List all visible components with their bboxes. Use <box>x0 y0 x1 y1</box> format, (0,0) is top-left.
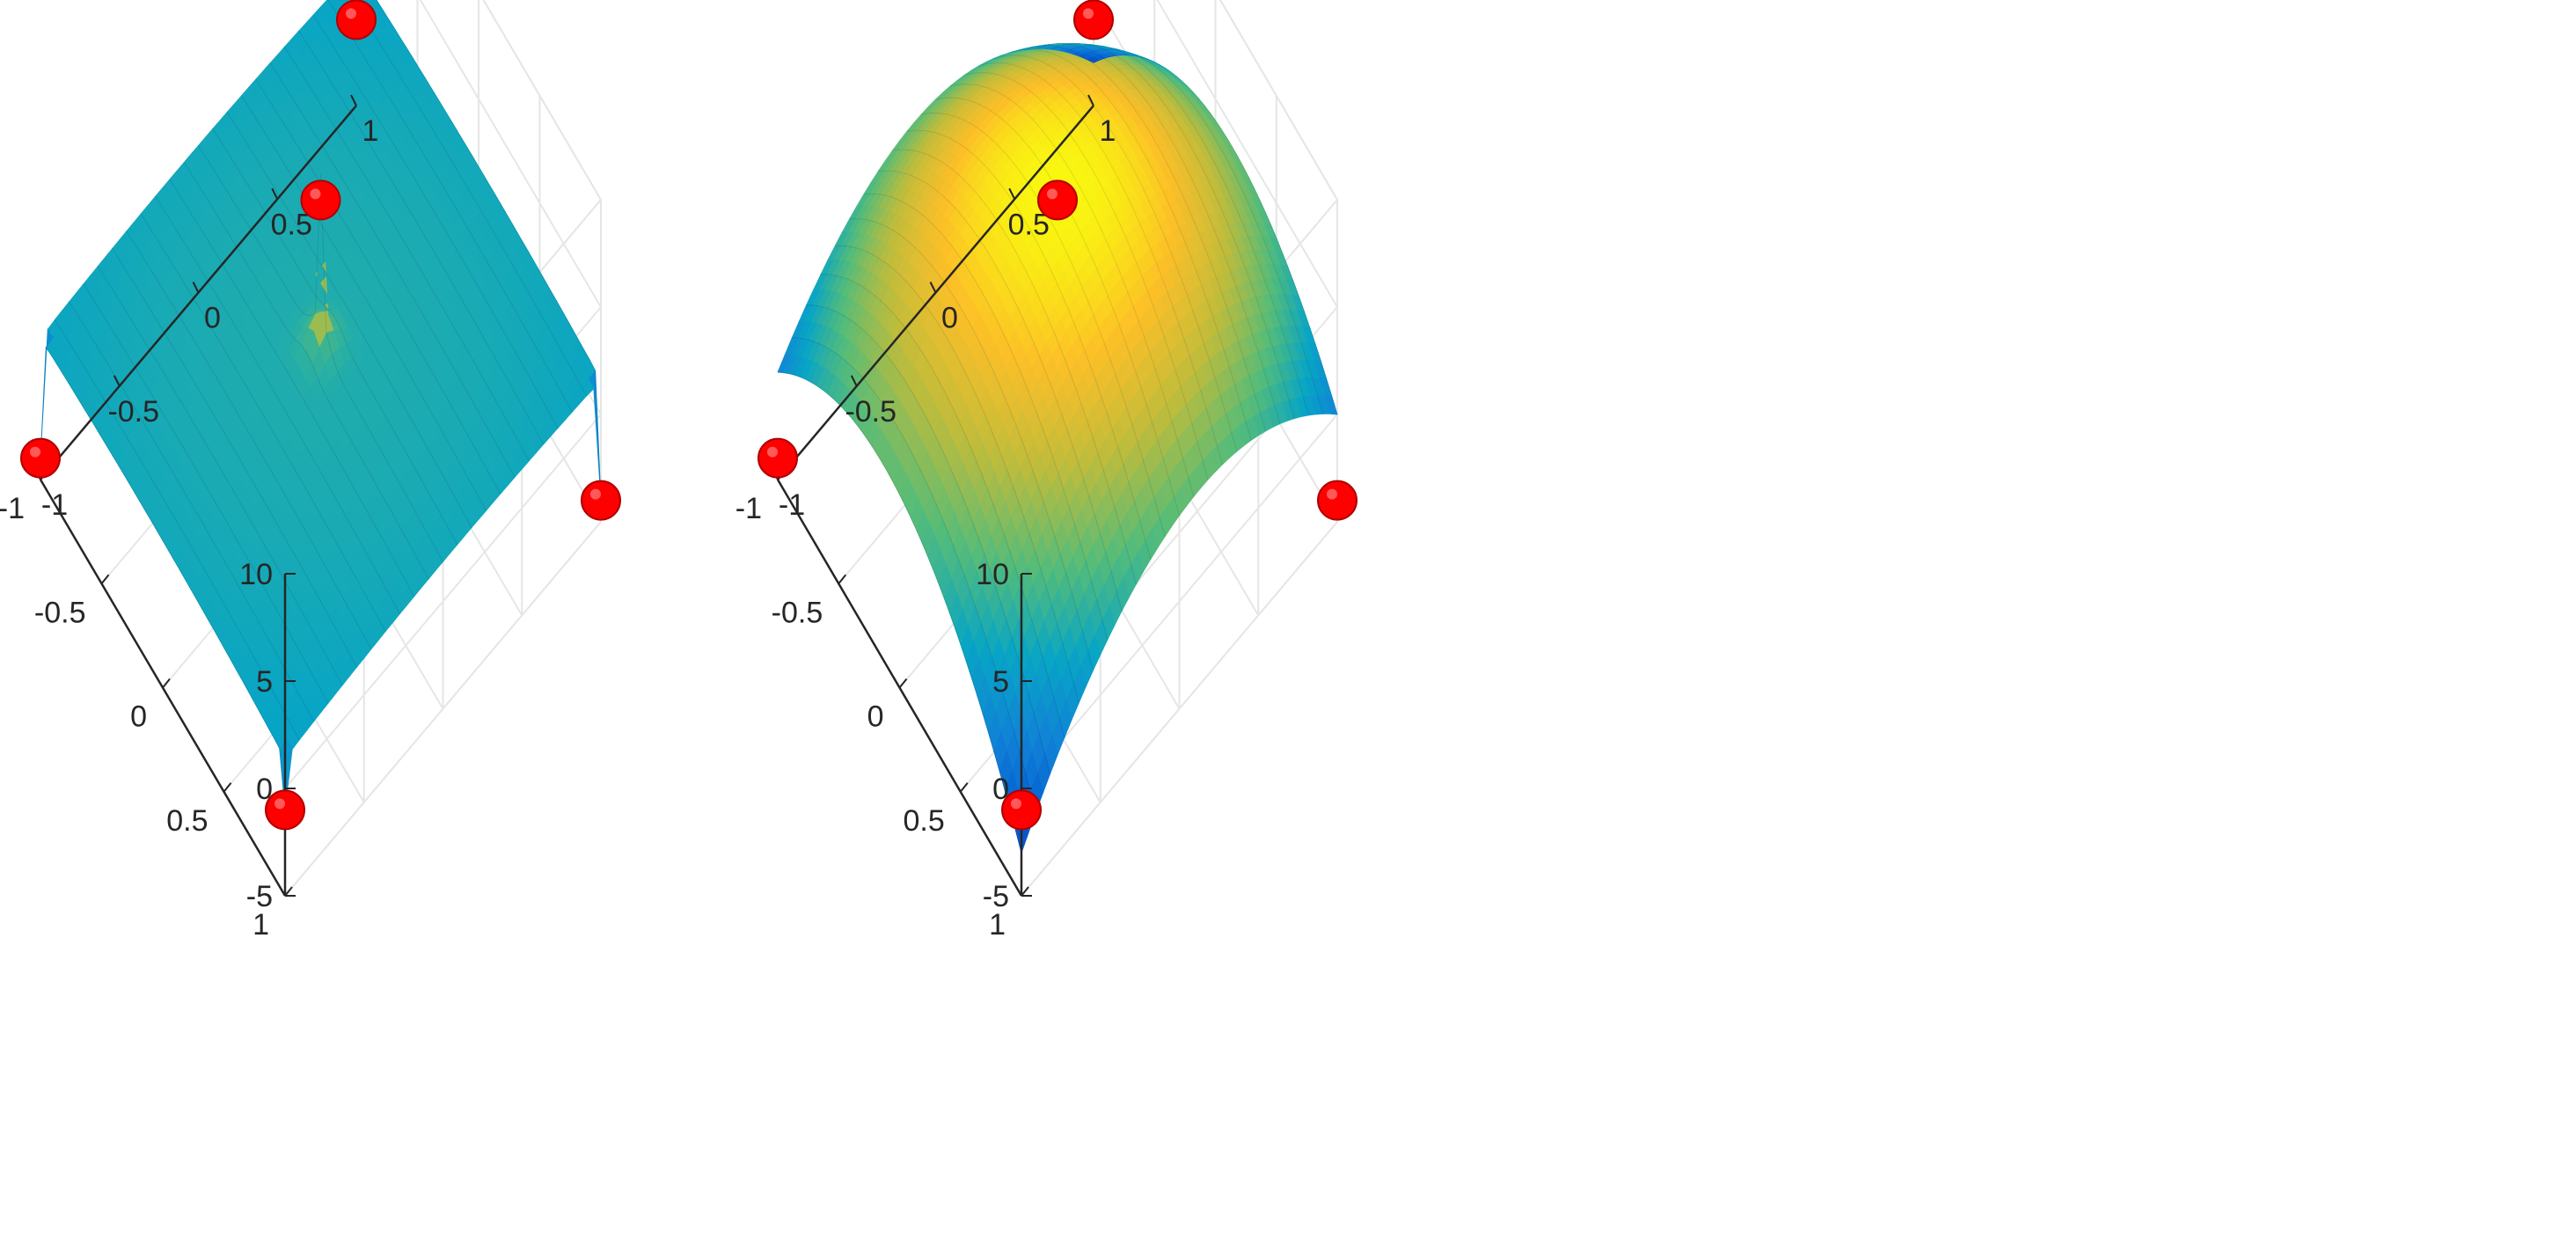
z-tick-label: 10 <box>976 558 1009 591</box>
data-point-highlight <box>1327 488 1337 500</box>
data-point-highlight <box>346 8 356 19</box>
data-point-highlight <box>767 446 778 458</box>
y-tick-mark <box>898 678 908 689</box>
data-point <box>1317 480 1358 521</box>
y-tick-label: 0 <box>130 700 147 734</box>
y-tick-label: 0.5 <box>166 804 208 838</box>
x-tick-label: 0 <box>941 302 958 335</box>
data-point <box>265 789 305 831</box>
data-point-highlight <box>274 798 285 810</box>
data-point-highlight <box>1011 798 1021 810</box>
y-tick-mark <box>100 574 110 584</box>
data-point <box>336 0 377 40</box>
y-tick-label: 0.5 <box>903 804 944 838</box>
y-tick-label: -1 <box>0 492 25 525</box>
grid-line <box>284 414 602 789</box>
y-tick-mark <box>223 782 232 793</box>
data-point-highlight <box>310 188 321 200</box>
x-tick-label: 1 <box>1100 114 1116 148</box>
x-tick-label: -0.5 <box>845 395 896 429</box>
data-point <box>1073 0 1114 40</box>
data-point <box>20 437 61 479</box>
data-point <box>300 180 341 221</box>
data-point <box>581 480 621 521</box>
y-tick-mark <box>162 678 171 689</box>
y-tick-label: -0.5 <box>772 596 823 629</box>
data-point <box>1037 180 1078 221</box>
z-tick-label: 10 <box>239 558 273 591</box>
data-point-highlight <box>1083 8 1094 19</box>
grid-line <box>482 0 602 201</box>
y-tick-mark <box>959 782 969 793</box>
data-point <box>1001 789 1042 831</box>
y-tick-label: -0.5 <box>34 596 86 629</box>
y-tick-label: -1 <box>735 492 762 525</box>
data-point-highlight <box>1047 188 1057 200</box>
grid-line <box>419 0 602 308</box>
y-tick-mark <box>838 574 847 584</box>
x-tick-label: -0.5 <box>107 395 159 429</box>
z-tick-label: 5 <box>256 665 273 699</box>
surface-patch <box>363 0 369 4</box>
data-point-highlight <box>30 446 40 458</box>
y-tick-label: 0 <box>867 700 884 734</box>
grid-line <box>284 521 602 897</box>
z-tick-label: 5 <box>992 665 1009 699</box>
z-tick-label: -5 <box>983 880 1009 913</box>
data-point <box>757 437 798 479</box>
x-tick-label: 0 <box>204 302 221 335</box>
data-point-highlight <box>590 488 601 500</box>
x-tick-label: -1 <box>41 488 68 522</box>
z-tick-label: -5 <box>246 880 273 913</box>
x-tick-label: -1 <box>779 488 805 522</box>
x-tick-label: 1 <box>362 114 379 148</box>
